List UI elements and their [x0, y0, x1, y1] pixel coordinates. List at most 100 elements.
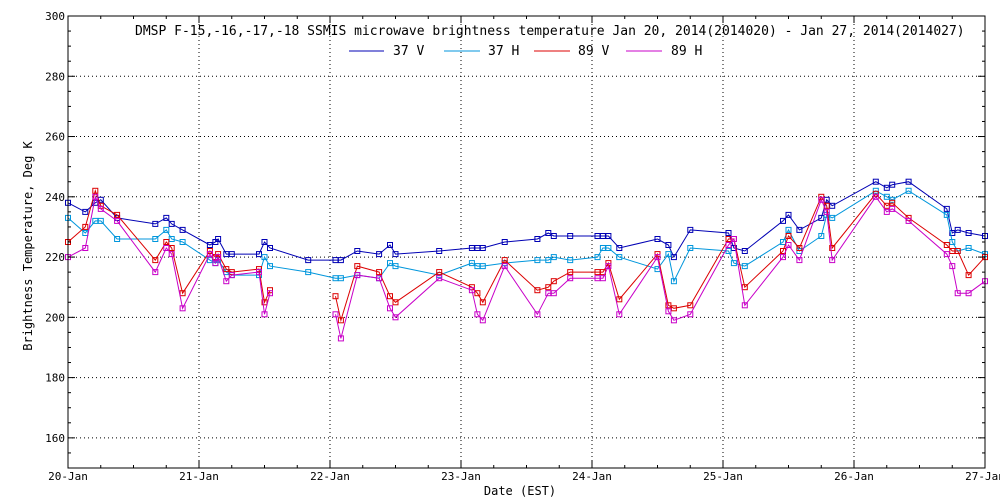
data-point — [730, 260, 737, 267]
data-point — [387, 242, 393, 248]
data-point — [267, 245, 273, 251]
data-point — [780, 217, 786, 224]
data-point — [818, 233, 825, 239]
data-point — [780, 254, 786, 261]
data-point — [82, 208, 89, 215]
data-point — [215, 236, 222, 242]
data-point — [889, 199, 896, 206]
data-point — [829, 245, 836, 251]
data-point — [114, 217, 121, 224]
series-line — [335, 195, 986, 339]
data-point — [905, 187, 912, 194]
data-point — [785, 226, 792, 233]
data-point — [376, 251, 383, 258]
data-point — [605, 245, 612, 251]
data-point — [567, 269, 574, 276]
x-tick-label: 27-Jan — [965, 470, 1000, 483]
data-point — [92, 187, 99, 194]
data-point — [114, 211, 121, 218]
series-line — [67, 189, 271, 305]
data-point — [730, 236, 737, 242]
data-point — [616, 245, 623, 251]
data-point — [550, 278, 557, 285]
data-point — [818, 196, 825, 203]
y-tick-label: 280 — [45, 70, 65, 83]
data-point — [949, 263, 956, 270]
data-point — [305, 269, 312, 276]
data-point — [163, 245, 170, 251]
data-point — [332, 293, 339, 300]
data-point — [687, 311, 694, 318]
data-point — [616, 254, 623, 261]
data-point — [261, 239, 268, 245]
data-point — [872, 193, 879, 200]
data-point — [545, 284, 552, 291]
data-point — [550, 233, 557, 239]
data-point — [796, 257, 803, 264]
data-point — [82, 223, 89, 230]
data-point — [616, 296, 623, 303]
data-point — [954, 248, 961, 254]
data-point — [332, 311, 339, 318]
data-point — [687, 302, 694, 309]
legend-label-37v: 37 V — [393, 44, 424, 59]
data-point — [741, 263, 748, 270]
data-point — [943, 205, 950, 212]
data-point — [949, 230, 956, 236]
data-point — [256, 269, 262, 276]
y-tick-label: 200 — [45, 311, 65, 324]
data-point — [267, 263, 273, 270]
data-point — [354, 272, 361, 279]
data-point — [965, 272, 972, 279]
data-point — [163, 226, 170, 233]
legend-label-89h: 89 H — [671, 44, 702, 59]
y-tick-label: 240 — [45, 191, 65, 204]
data-point — [376, 275, 383, 282]
data-point — [872, 178, 879, 185]
data-point — [883, 184, 890, 191]
data-point — [965, 290, 972, 297]
data-point — [337, 257, 344, 264]
data-point — [605, 263, 612, 270]
data-point — [228, 251, 235, 258]
data-point — [796, 226, 803, 233]
data-point — [796, 245, 803, 251]
data-point — [114, 236, 121, 242]
data-point — [965, 230, 972, 236]
data-point — [479, 245, 486, 251]
data-point — [392, 263, 399, 270]
data-point — [82, 245, 89, 251]
data-point — [954, 290, 961, 297]
data-point — [152, 220, 159, 227]
data-point — [152, 269, 159, 276]
data-point — [687, 245, 694, 251]
data-point — [943, 251, 950, 258]
data-point — [501, 257, 508, 264]
data-point — [954, 226, 961, 233]
data-point — [337, 335, 344, 342]
data-point — [823, 208, 830, 215]
data-point — [665, 308, 672, 315]
data-point — [92, 193, 99, 200]
data-point — [829, 257, 836, 264]
data-point — [534, 287, 541, 294]
data-point — [436, 269, 443, 276]
data-point — [905, 178, 912, 185]
data-point — [223, 278, 230, 285]
data-point — [665, 251, 672, 258]
y-tick-label: 300 — [45, 10, 65, 23]
data-point — [785, 233, 792, 239]
data-point — [501, 263, 508, 270]
data-point — [261, 299, 268, 306]
y-tick-label: 260 — [45, 131, 65, 144]
data-point — [337, 317, 344, 324]
data-point — [965, 245, 972, 251]
data-point — [741, 302, 748, 309]
data-point — [599, 275, 606, 282]
data-point — [550, 290, 557, 297]
y-tick-label: 160 — [45, 432, 65, 445]
data-point — [392, 299, 399, 306]
data-point — [594, 254, 601, 261]
data-point — [392, 251, 399, 258]
